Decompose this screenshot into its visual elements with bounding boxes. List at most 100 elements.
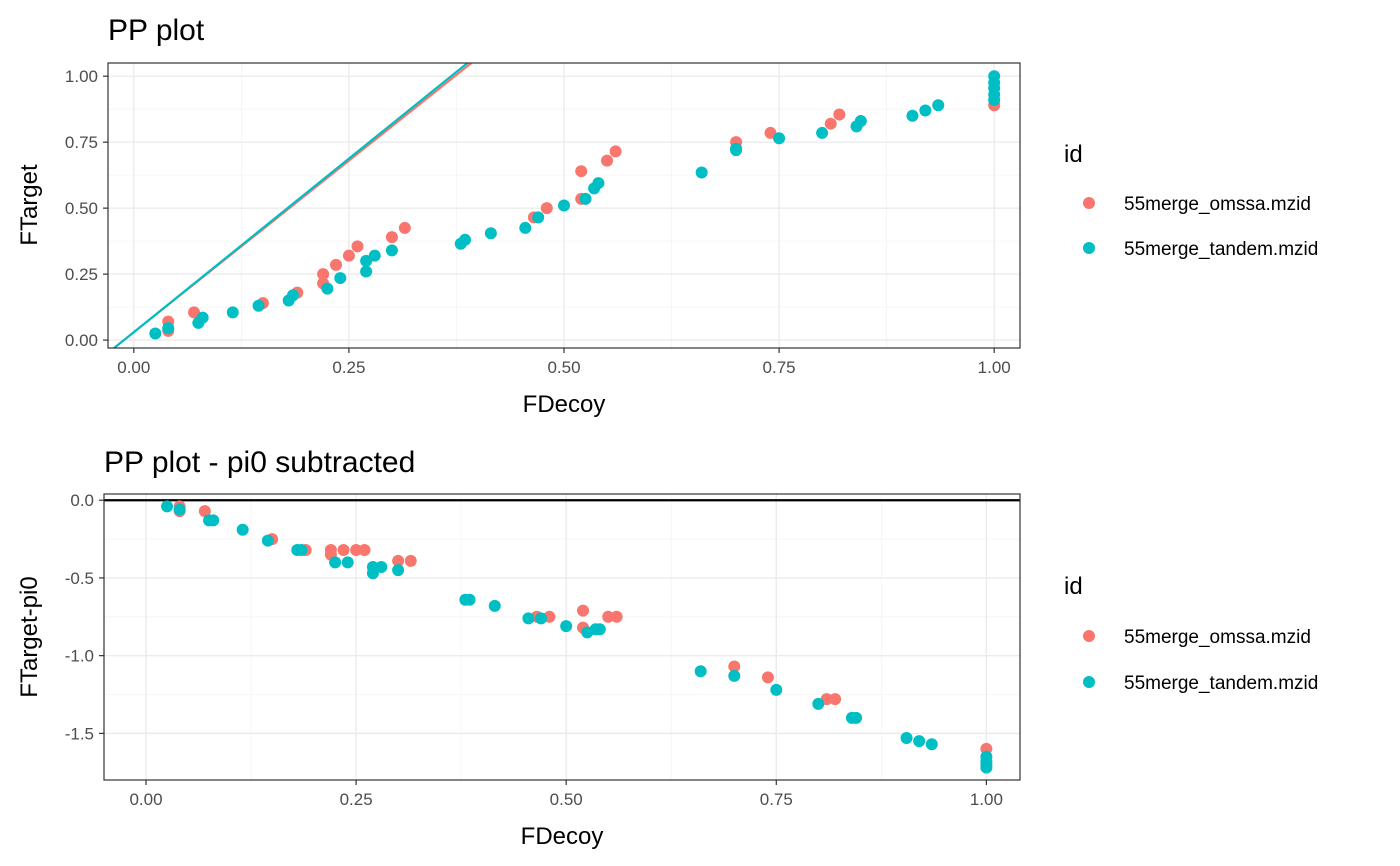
legend-key-omssa: [1083, 197, 1095, 209]
y-tick-label: 0.50: [65, 199, 98, 218]
point-tandem: [906, 109, 919, 122]
point-tandem: [252, 299, 265, 312]
legend-title: id: [1064, 573, 1083, 600]
point-omssa: [404, 554, 417, 567]
x-axis-ticks: 0.00 0.25 0.50 0.75 1.00: [129, 780, 1003, 809]
point-tandem: [392, 564, 405, 577]
point-tandem: [900, 732, 913, 745]
point-tandem: [484, 227, 497, 240]
x-tick-label: 0.75: [760, 790, 793, 809]
y-tick-label: 0.0: [70, 491, 94, 510]
point-tandem: [812, 697, 825, 710]
point-tandem: [816, 126, 829, 139]
point-omssa: [317, 268, 330, 281]
point-tandem: [730, 144, 743, 157]
y-tick-label: -1.5: [65, 724, 94, 743]
x-tick-label: 1.00: [978, 358, 1011, 377]
x-tick-label: 0.50: [547, 358, 580, 377]
x-tick-label: 1.00: [970, 790, 1003, 809]
legend-label-tandem: 55merge_tandem.mzid: [1124, 673, 1318, 694]
point-tandem: [149, 327, 162, 340]
legend-label-tandem: 55merge_tandem.mzid: [1124, 239, 1318, 260]
x-tick-label: 0.00: [129, 790, 162, 809]
point-omssa: [575, 165, 588, 178]
point-tandem: [295, 543, 308, 556]
point-tandem: [366, 561, 379, 574]
point-tandem: [286, 289, 299, 302]
point-tandem: [579, 192, 592, 205]
point-tandem: [261, 534, 274, 547]
point-omssa: [385, 231, 398, 244]
point-tandem: [558, 199, 570, 212]
legend: id 55merge_omssa.mzid 55merge_tandem.mzi…: [1064, 573, 1318, 694]
point-tandem: [592, 177, 605, 190]
x-axis-title: FDecoy: [523, 391, 606, 418]
point-omssa: [337, 543, 350, 556]
point-omssa: [540, 202, 553, 215]
point-tandem: [385, 244, 398, 257]
point-tandem: [161, 500, 174, 513]
legend-key-tandem: [1083, 676, 1095, 688]
point-tandem: [162, 322, 175, 335]
point-tandem: [560, 620, 573, 633]
point-tandem: [522, 612, 535, 625]
point-tandem: [770, 683, 783, 696]
reference-lines: [112, 63, 474, 348]
data-points: [161, 500, 993, 774]
point-tandem: [593, 623, 606, 636]
point-tandem: [488, 599, 501, 612]
point-omssa: [610, 610, 623, 623]
y-tick-label: 0.00: [65, 331, 98, 350]
point-omssa: [577, 604, 590, 617]
point-tandem: [329, 556, 342, 569]
point-tandem: [728, 669, 741, 682]
legend-label-omssa: 55merge_omssa.mzid: [1124, 627, 1311, 648]
point-tandem: [173, 503, 186, 516]
x-axis-title: FDecoy: [521, 823, 604, 850]
point-tandem: [236, 523, 249, 536]
point-tandem: [773, 132, 786, 145]
x-tick-label: 0.75: [763, 358, 796, 377]
point-tandem: [368, 249, 381, 262]
y-tick-label: -0.5: [65, 569, 94, 588]
point-tandem: [226, 306, 239, 319]
chart-title: PP plot - pi0 subtracted: [104, 446, 415, 479]
reference-line-tandem: [112, 63, 470, 348]
point-tandem: [988, 70, 1001, 83]
point-tandem: [532, 211, 545, 224]
point-tandem: [207, 514, 220, 527]
point-omssa: [350, 543, 363, 556]
pp-plot-pi0-subtracted-panel: PP plot - pi0 subtracted 0.00 0.25 0.50 0.7…: [16, 446, 1021, 850]
legend-label-omssa: 55merge_omssa.mzid: [1124, 194, 1311, 215]
point-omssa: [601, 154, 614, 167]
point-omssa: [764, 126, 777, 139]
legend: id 55merge_omssa.mzid 55merge_tandem.mzi…: [1064, 141, 1318, 260]
point-tandem: [360, 265, 373, 278]
point-omssa: [761, 671, 774, 684]
data-points: [149, 70, 1001, 340]
grid: [104, 494, 1020, 780]
x-tick-label: 0.50: [550, 790, 583, 809]
point-tandem: [334, 272, 347, 285]
point-tandem: [196, 311, 209, 324]
point-omssa: [351, 240, 364, 253]
point-tandem: [459, 233, 472, 246]
y-axis-ticks: 0.0 -0.5 -1.0 -1.5: [65, 491, 104, 743]
point-tandem: [913, 735, 926, 748]
y-tick-label: 1.00: [65, 67, 98, 86]
chart-title: PP plot: [108, 14, 205, 47]
point-tandem: [695, 166, 708, 179]
point-tandem: [534, 612, 547, 625]
point-omssa: [342, 249, 355, 262]
point-tandem: [321, 282, 334, 295]
legend-key-omssa: [1083, 630, 1095, 642]
point-omssa: [833, 108, 846, 121]
x-axis-ticks: 0.00 0.25 0.50 0.75 1.00: [117, 348, 1011, 377]
point-omssa: [188, 306, 201, 319]
y-tick-label: -1.0: [65, 647, 94, 666]
point-omssa: [728, 660, 741, 673]
panel-border: [103, 493, 1021, 781]
y-axis-title: FTarget-pi0: [16, 576, 43, 697]
point-tandem: [980, 761, 993, 774]
